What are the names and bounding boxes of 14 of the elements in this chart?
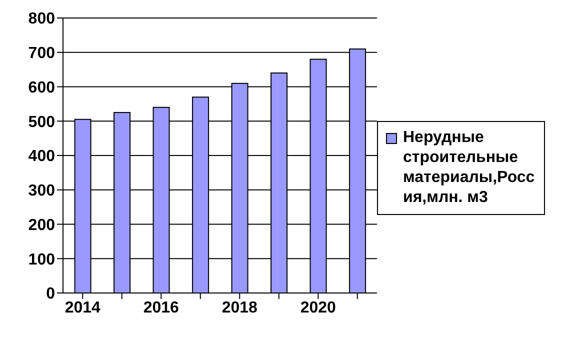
y-tick-label: 500 (28, 114, 56, 131)
y-tick-label: 600 (28, 79, 56, 96)
y-tick-label: 200 (28, 216, 56, 234)
x-tick-label: 2018 (222, 299, 258, 316)
x-tick-label: 2016 (143, 299, 180, 316)
y-tick-label: 700 (28, 45, 56, 62)
y-tick-label: 100 (28, 251, 56, 268)
y-tick-label: 0 (46, 286, 56, 303)
x-tick-label: 2014 (64, 299, 101, 316)
y-tick-label: 800 (28, 10, 56, 28)
y-tick-label: 400 (28, 148, 56, 166)
y-tick-label: 300 (28, 182, 56, 200)
legend-label: Нерудные строительные материалы,Россия,млн. м3 (403, 128, 536, 208)
x-tick-label: 2020 (300, 299, 336, 316)
